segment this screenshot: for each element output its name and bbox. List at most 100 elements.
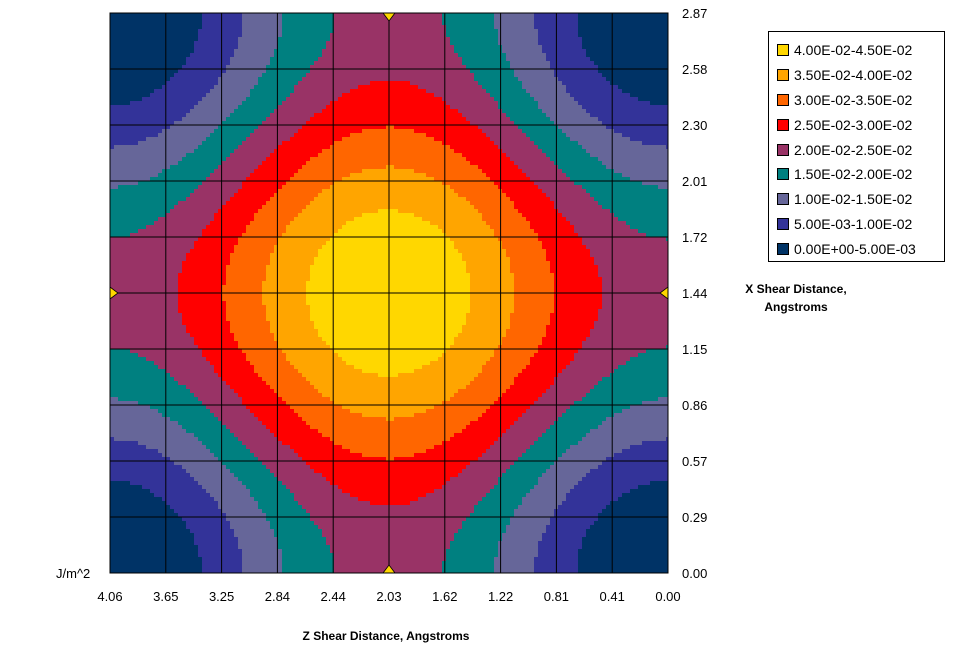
- contour-cell: [618, 25, 623, 30]
- contour-cell: [462, 89, 467, 94]
- contour-cell: [166, 85, 171, 90]
- contour-cell: [154, 25, 159, 30]
- contour-cell: [198, 25, 203, 30]
- contour-cell: [478, 57, 483, 62]
- contour-cell: [450, 137, 455, 142]
- contour-cell: [330, 153, 335, 158]
- contour-cell: [162, 73, 167, 78]
- contour-cell: [342, 121, 347, 126]
- contour-cell: [282, 129, 287, 134]
- contour-cell: [318, 37, 323, 42]
- contour-cell: [202, 57, 207, 62]
- contour-cell: [462, 57, 467, 62]
- contour-cell: [482, 141, 487, 146]
- contour-cell: [374, 129, 379, 134]
- contour-cell: [334, 65, 339, 70]
- contour-cell: [598, 61, 603, 66]
- contour-cell: [146, 53, 151, 58]
- contour-cell: [198, 129, 203, 134]
- contour-cell: [278, 117, 283, 122]
- contour-cell: [174, 77, 179, 82]
- contour-cell: [622, 113, 627, 118]
- contour-cell: [618, 65, 623, 70]
- contour-cell: [130, 49, 135, 54]
- contour-cell: [222, 153, 227, 158]
- contour-cell: [226, 121, 231, 126]
- contour-cell: [334, 49, 339, 54]
- contour-cell: [662, 73, 667, 78]
- contour-cell: [570, 53, 575, 58]
- contour-cell: [510, 97, 515, 102]
- contour-cell: [238, 49, 243, 54]
- contour-cell: [330, 133, 335, 138]
- contour-cell: [150, 85, 155, 90]
- contour-cell: [606, 61, 611, 66]
- contour-cell: [238, 41, 243, 46]
- contour-cell: [174, 37, 179, 42]
- contour-cell: [494, 89, 499, 94]
- contour-cell: [130, 45, 135, 50]
- contour-cell: [442, 97, 447, 102]
- contour-cell: [278, 101, 283, 106]
- contour-cell: [118, 25, 123, 30]
- contour-cell: [630, 89, 635, 94]
- contour-cell: [382, 137, 387, 142]
- contour-cell: [218, 29, 223, 34]
- contour-cell: [470, 33, 475, 38]
- contour-cell: [466, 145, 471, 150]
- contour-cell: [402, 129, 407, 134]
- contour-cell: [154, 97, 159, 102]
- contour-cell: [358, 77, 363, 82]
- contour-cell: [270, 133, 275, 138]
- contour-cell: [294, 61, 299, 66]
- contour-cell: [546, 129, 551, 134]
- contour-cell: [442, 65, 447, 70]
- contour-cell: [290, 89, 295, 94]
- contour-cell: [494, 77, 499, 82]
- contour-cell: [218, 49, 223, 54]
- contour-cell: [458, 85, 463, 90]
- contour-cell: [382, 65, 387, 70]
- contour-cell: [478, 73, 483, 78]
- contour-cell: [178, 149, 183, 154]
- contour-cell: [386, 137, 391, 142]
- contour-cell: [642, 25, 647, 30]
- contour-cell: [350, 45, 355, 50]
- contour-cell: [378, 97, 383, 102]
- contour-cell: [626, 149, 631, 154]
- contour-cell: [342, 125, 347, 130]
- contour-cell: [158, 137, 163, 142]
- contour-cell: [558, 125, 563, 130]
- contour-cell: [482, 69, 487, 74]
- contour-cell: [322, 57, 327, 62]
- contour-cell: [650, 85, 655, 90]
- contour-cell: [622, 73, 627, 78]
- contour-cell: [262, 145, 267, 150]
- contour-cell: [662, 13, 667, 18]
- contour-cell: [578, 21, 583, 26]
- contour-cell: [418, 89, 423, 94]
- contour-cell: [430, 117, 435, 122]
- contour-cell: [366, 13, 371, 18]
- contour-cell: [430, 29, 435, 34]
- contour-cell: [590, 13, 595, 18]
- contour-cell: [426, 41, 431, 46]
- contour-cell: [338, 109, 343, 114]
- contour-cell: [654, 145, 659, 150]
- contour-cell: [626, 97, 631, 102]
- contour-cell: [574, 149, 579, 154]
- contour-cell: [526, 61, 531, 66]
- contour-cell: [242, 145, 247, 150]
- contour-cell: [654, 65, 659, 70]
- contour-cell: [282, 121, 287, 126]
- contour-cell: [326, 37, 331, 42]
- contour-cell: [246, 93, 251, 98]
- contour-cell: [510, 105, 515, 110]
- contour-cell: [546, 33, 551, 38]
- contour-cell: [506, 21, 511, 26]
- contour-cell: [386, 21, 391, 26]
- contour-cell: [614, 149, 619, 154]
- contour-cell: [598, 105, 603, 110]
- contour-cell: [166, 81, 171, 86]
- contour-cell: [182, 37, 187, 42]
